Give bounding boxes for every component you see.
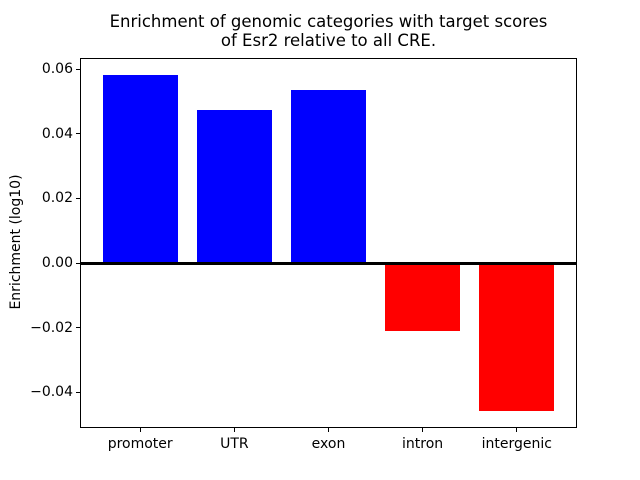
x-tick-label-promoter: promoter — [107, 436, 173, 452]
x-tick-label-intergenic: intergenic — [481, 436, 552, 452]
x-tick-label-intron: intron — [402, 436, 444, 452]
bar-promoter — [102, 74, 178, 263]
x-tick-mark — [516, 428, 518, 432]
y-tick-label-0-02: 0.02 — [41, 190, 73, 207]
x-tick-mark — [233, 428, 235, 432]
y-tick-label-0-00: 0.00 — [41, 255, 73, 271]
y-tick-mark — [76, 262, 80, 264]
chart-title: Enrichment of genomic categories with ta… — [80, 12, 577, 50]
x-tick-mark — [139, 428, 141, 432]
x-tick-mark — [328, 428, 329, 432]
y-tick-mark — [76, 391, 80, 393]
x-tick-mark — [422, 428, 424, 432]
bar-intron — [385, 263, 461, 332]
y-tick-mark — [76, 327, 80, 329]
zero-line — [80, 261, 577, 265]
x-tick-label-exon: exon — [311, 436, 346, 452]
y-tick-label--0-02: −0.02 — [30, 319, 73, 336]
y-tick-mark — [76, 133, 80, 135]
chart-title-line2: of Esr2 relative to all CRE. — [220, 31, 437, 50]
chart-title-line1: Enrichment of genomic categories with ta… — [109, 12, 548, 31]
y-tick-label-0-04: 0.04 — [41, 125, 73, 142]
y-tick-label-0-06: 0.06 — [41, 61, 73, 78]
bar-utr — [196, 110, 272, 263]
y-tick-label--0-04: −0.04 — [30, 384, 73, 401]
y-tick-mark — [76, 197, 80, 199]
bar-exon — [290, 89, 367, 263]
y-tick-mark — [76, 68, 80, 70]
bar-intergenic — [479, 263, 555, 412]
x-tick-label-utr: UTR — [220, 436, 249, 452]
